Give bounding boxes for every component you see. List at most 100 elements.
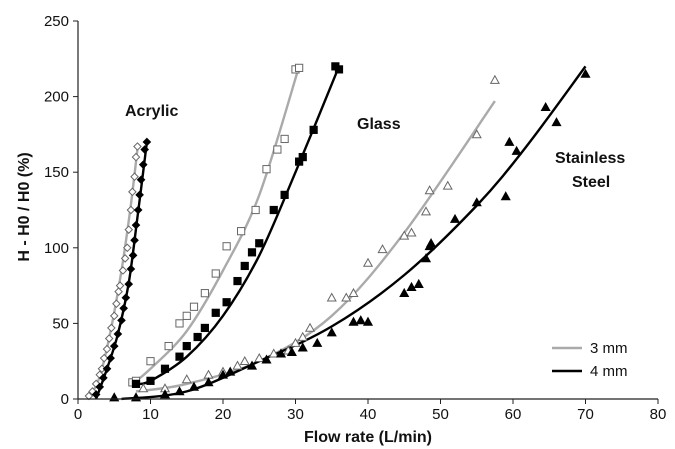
data-point-glass-3mm — [146, 357, 155, 366]
data-point-stainless-steel-4mm — [297, 342, 308, 352]
data-point-stainless-steel-3mm — [377, 244, 388, 254]
data-point-acrylic-3mm — [133, 142, 142, 151]
data-point-stainless-steel-3mm — [203, 369, 214, 379]
y-tick-label: 100 — [44, 240, 69, 257]
data-point-stainless-steel-3mm — [304, 322, 316, 332]
x-axis-title: Flow rate (L/min) — [304, 429, 432, 446]
data-point-acrylic-3mm — [115, 281, 125, 290]
x-tick-label: 40 — [360, 406, 377, 423]
data-point-stainless-steel-3mm — [290, 337, 301, 347]
data-point-acrylic-4mm — [124, 279, 134, 289]
data-point-acrylic-3mm — [118, 266, 128, 275]
x-tick-label: 10 — [142, 406, 159, 423]
data-point-glass-3mm — [182, 311, 191, 320]
data-point-acrylic-3mm — [124, 225, 134, 234]
data-point-glass-3mm — [262, 165, 271, 174]
data-point-stainless-steel-3mm — [420, 206, 432, 216]
data-point-acrylic-4mm — [131, 220, 141, 230]
data-point-glass-3mm — [189, 302, 199, 311]
data-point-stainless-steel-3mm — [471, 129, 482, 139]
data-point-glass-4mm — [146, 376, 155, 385]
y-tick-label: 0 — [61, 391, 69, 408]
data-point-glass-4mm — [309, 125, 318, 134]
data-point-acrylic-4mm — [91, 390, 101, 399]
x-tick-label: 50 — [432, 406, 449, 423]
data-point-acrylic-4mm — [109, 341, 119, 351]
data-point-acrylic-4mm — [136, 175, 146, 185]
data-point-glass-4mm — [175, 352, 184, 361]
axes: 0 10 20 30 40 50 60 70 80 0 50 100 150 200 250 — [44, 13, 666, 423]
data-point-glass-3mm — [175, 319, 184, 328]
data-point-glass-4mm — [247, 248, 257, 257]
data-point-stainless-steel-4mm — [109, 392, 120, 402]
data-point-acrylic-4mm — [140, 145, 150, 154]
data-point-glass-3mm — [251, 205, 260, 215]
data-point-acrylic-4mm — [102, 364, 112, 374]
data-point-stainless-steel-3mm — [326, 292, 337, 302]
data-point-glass-3mm — [164, 341, 173, 351]
data-point-stainless-steel-3mm — [297, 331, 308, 341]
y-axis-title: H - H0 / H0 (%) — [16, 152, 33, 261]
data-point-stainless-steel-4mm — [504, 136, 515, 146]
data-point-glass-3mm — [200, 289, 209, 298]
x-tick-label: 60 — [505, 406, 522, 423]
data-point-stainless-steel-3mm — [348, 287, 359, 298]
data-point-stainless-steel-3mm — [181, 374, 192, 384]
data-point-glass-3mm — [273, 145, 282, 154]
y-tick-label: 250 — [44, 13, 69, 30]
data-point-stainless-steel-4mm — [174, 386, 185, 396]
data-point-acrylic-4mm — [117, 316, 126, 325]
fit-curve-stainless-steel-4mm — [121, 65, 587, 401]
annotation-glass: Glass — [357, 116, 401, 133]
annotation-stainless: Stainless — [555, 150, 625, 167]
data-points — [84, 62, 591, 402]
data-point-stainless-steel-3mm — [138, 383, 149, 393]
legend-label-4mm: 4 mm — [590, 363, 628, 380]
data-point-glass-3mm — [280, 134, 289, 144]
data-point-stainless-steel-4mm — [348, 316, 359, 326]
data-point-acrylic-4mm — [113, 329, 123, 339]
data-point-stainless-steel-4mm — [246, 360, 258, 370]
data-point-stainless-steel-4mm — [540, 101, 551, 112]
data-point-stainless-steel-4mm — [580, 68, 591, 78]
data-point-glass-4mm — [211, 308, 220, 317]
data-point-acrylic-4mm — [95, 382, 105, 392]
data-point-stainless-steel-4mm — [420, 253, 432, 263]
data-point-stainless-steel-4mm — [471, 197, 482, 207]
data-point-glass-4mm — [131, 379, 141, 388]
data-point-stainless-steel-4mm — [449, 213, 461, 223]
data-point-stainless-steel-3mm — [406, 227, 417, 237]
fit-curve-glass-3mm — [131, 66, 301, 385]
data-point-acrylic-4mm — [126, 264, 136, 274]
data-point-acrylic-3mm — [109, 311, 119, 321]
x-tick-label: 30 — [287, 406, 304, 423]
data-point-stainless-steel-4mm — [399, 287, 410, 298]
data-point-acrylic-4mm — [121, 293, 131, 303]
data-point-acrylic-4mm — [135, 190, 144, 200]
data-point-acrylic-3mm — [99, 353, 109, 363]
data-point-stainless-steel-4mm — [355, 315, 366, 325]
data-point-acrylic-4mm — [130, 235, 139, 245]
data-point-stainless-steel-3mm — [341, 292, 352, 302]
data-point-glass-3mm — [211, 269, 220, 278]
data-point-glass-4mm — [200, 323, 209, 333]
data-point-stainless-steel-3mm — [399, 230, 410, 240]
data-point-stainless-steel-4mm — [188, 381, 200, 391]
data-point-glass-4mm — [182, 341, 191, 351]
data-point-acrylic-4mm — [119, 303, 128, 313]
data-point-acrylic-3mm — [122, 243, 132, 253]
data-point-acrylic-4mm — [99, 373, 108, 383]
annotation-acrylic: Acrylic — [125, 103, 178, 120]
data-point-glass-4mm — [240, 261, 249, 271]
data-point-stainless-steel-4mm — [261, 354, 272, 364]
data-point-glass-4mm — [269, 205, 278, 215]
x-tick-label: 80 — [650, 406, 667, 423]
data-point-glass-3mm — [222, 242, 231, 251]
data-point-glass-4mm — [280, 190, 289, 199]
data-point-glass-3mm — [237, 227, 246, 236]
data-point-glass-3mm — [295, 63, 304, 72]
data-point-acrylic-3mm — [102, 344, 112, 354]
data-point-stainless-steel-4mm — [426, 238, 437, 248]
data-point-stainless-steel-4mm — [500, 191, 511, 201]
data-point-glass-4mm — [222, 298, 231, 307]
